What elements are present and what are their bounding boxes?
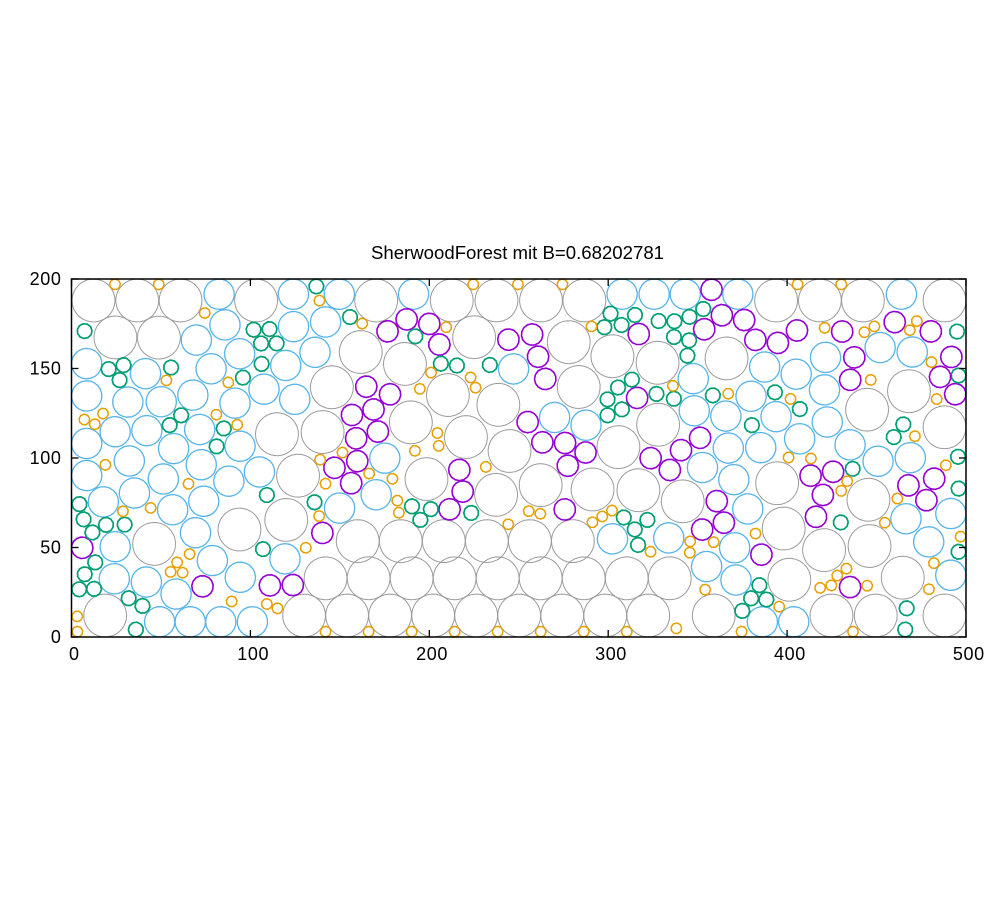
svg-text:0: 0	[51, 627, 62, 647]
svg-text:150: 150	[30, 358, 62, 378]
svg-text:50: 50	[40, 537, 61, 557]
svg-text:0: 0	[69, 644, 80, 664]
svg-text:400: 400	[774, 644, 806, 664]
svg-text:200: 200	[416, 644, 448, 664]
svg-text:200: 200	[30, 269, 62, 289]
svg-text:SherwoodForest mit B=0.6820278: SherwoodForest mit B=0.68202781	[371, 242, 664, 263]
svg-text:500: 500	[953, 644, 985, 664]
svg-text:100: 100	[30, 448, 62, 468]
svg-text:300: 300	[595, 644, 627, 664]
svg-text:100: 100	[237, 644, 269, 664]
